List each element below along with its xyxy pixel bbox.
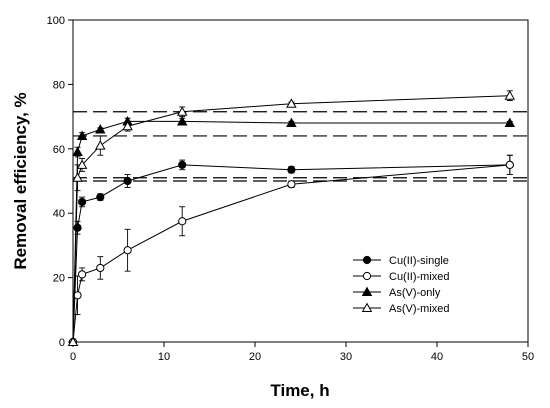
series-line-1: [72, 164, 510, 343]
x-tick-label-5: 50: [522, 351, 534, 363]
data-point: [72, 172, 83, 182]
data-point: [122, 120, 133, 131]
legend: Cu(II)-single Cu(II)-mixed As(V)-only As(V)…: [353, 255, 450, 315]
series-1: [68, 154, 514, 347]
data-point: [178, 160, 187, 169]
data-point: [95, 124, 106, 134]
x-tick-label-2: 20: [249, 351, 261, 363]
legend-marker: [361, 302, 373, 313]
legend-marker: [362, 271, 372, 281]
data-point: [76, 130, 88, 140]
legend-marker: [362, 255, 372, 265]
y-tick-label-3: 60: [53, 144, 65, 156]
series-layer: [67, 90, 516, 347]
legend-marker: [361, 286, 373, 297]
data-point: [504, 90, 516, 100]
legend-label: As(V)-mixed: [389, 303, 450, 315]
y-tick-label-1: 20: [53, 273, 65, 285]
axis-ticks: 0 10 20 30 40 50 0 20 40 60 80 100: [47, 15, 534, 363]
data-point: [96, 193, 105, 202]
data-point: [73, 291, 82, 300]
legend-item-2: As(V)-only: [353, 286, 441, 299]
reference-lines: [73, 111, 528, 182]
series-3: [67, 90, 516, 347]
legend-item-0: Cu(II)-single: [353, 255, 449, 267]
legend-label: As(V)-only: [389, 287, 441, 299]
data-point: [286, 98, 297, 108]
x-tick-label-0: 0: [70, 351, 76, 363]
data-point: [176, 116, 188, 126]
data-point: [76, 159, 88, 169]
data-point: [123, 246, 132, 255]
data-point: [72, 146, 83, 157]
legend-item-3: As(V)-mixed: [353, 302, 450, 315]
legend-item-1: Cu(II)-mixed: [353, 271, 450, 283]
x-axis-title: Time, h: [270, 381, 329, 400]
y-tick-label-4: 80: [53, 79, 65, 91]
data-point: [505, 160, 514, 169]
legend-label: Cu(II)-mixed: [389, 271, 450, 283]
y-tick-label-2: 40: [53, 208, 65, 220]
data-point: [73, 223, 82, 232]
x-tick-label-4: 40: [431, 351, 443, 363]
y-tick-label-5: 100: [47, 15, 65, 27]
data-point: [67, 336, 79, 347]
series-line-0: [72, 164, 510, 343]
x-tick-label-3: 30: [340, 351, 352, 363]
data-point: [504, 117, 516, 128]
data-point: [287, 165, 296, 174]
legend-label: Cu(II)-single: [389, 255, 449, 267]
data-point: [78, 270, 87, 279]
x-tick-label-1: 10: [158, 351, 170, 363]
y-axis-title: Removal efficiency, %: [11, 92, 30, 269]
data-point: [95, 140, 106, 150]
data-point: [287, 180, 296, 189]
y-tick-label-0: 0: [59, 337, 65, 349]
data-point: [96, 263, 105, 273]
data-point: [123, 176, 132, 186]
data-point: [286, 117, 297, 128]
data-point: [176, 106, 188, 116]
data-point: [78, 197, 87, 207]
data-point: [178, 217, 187, 226]
